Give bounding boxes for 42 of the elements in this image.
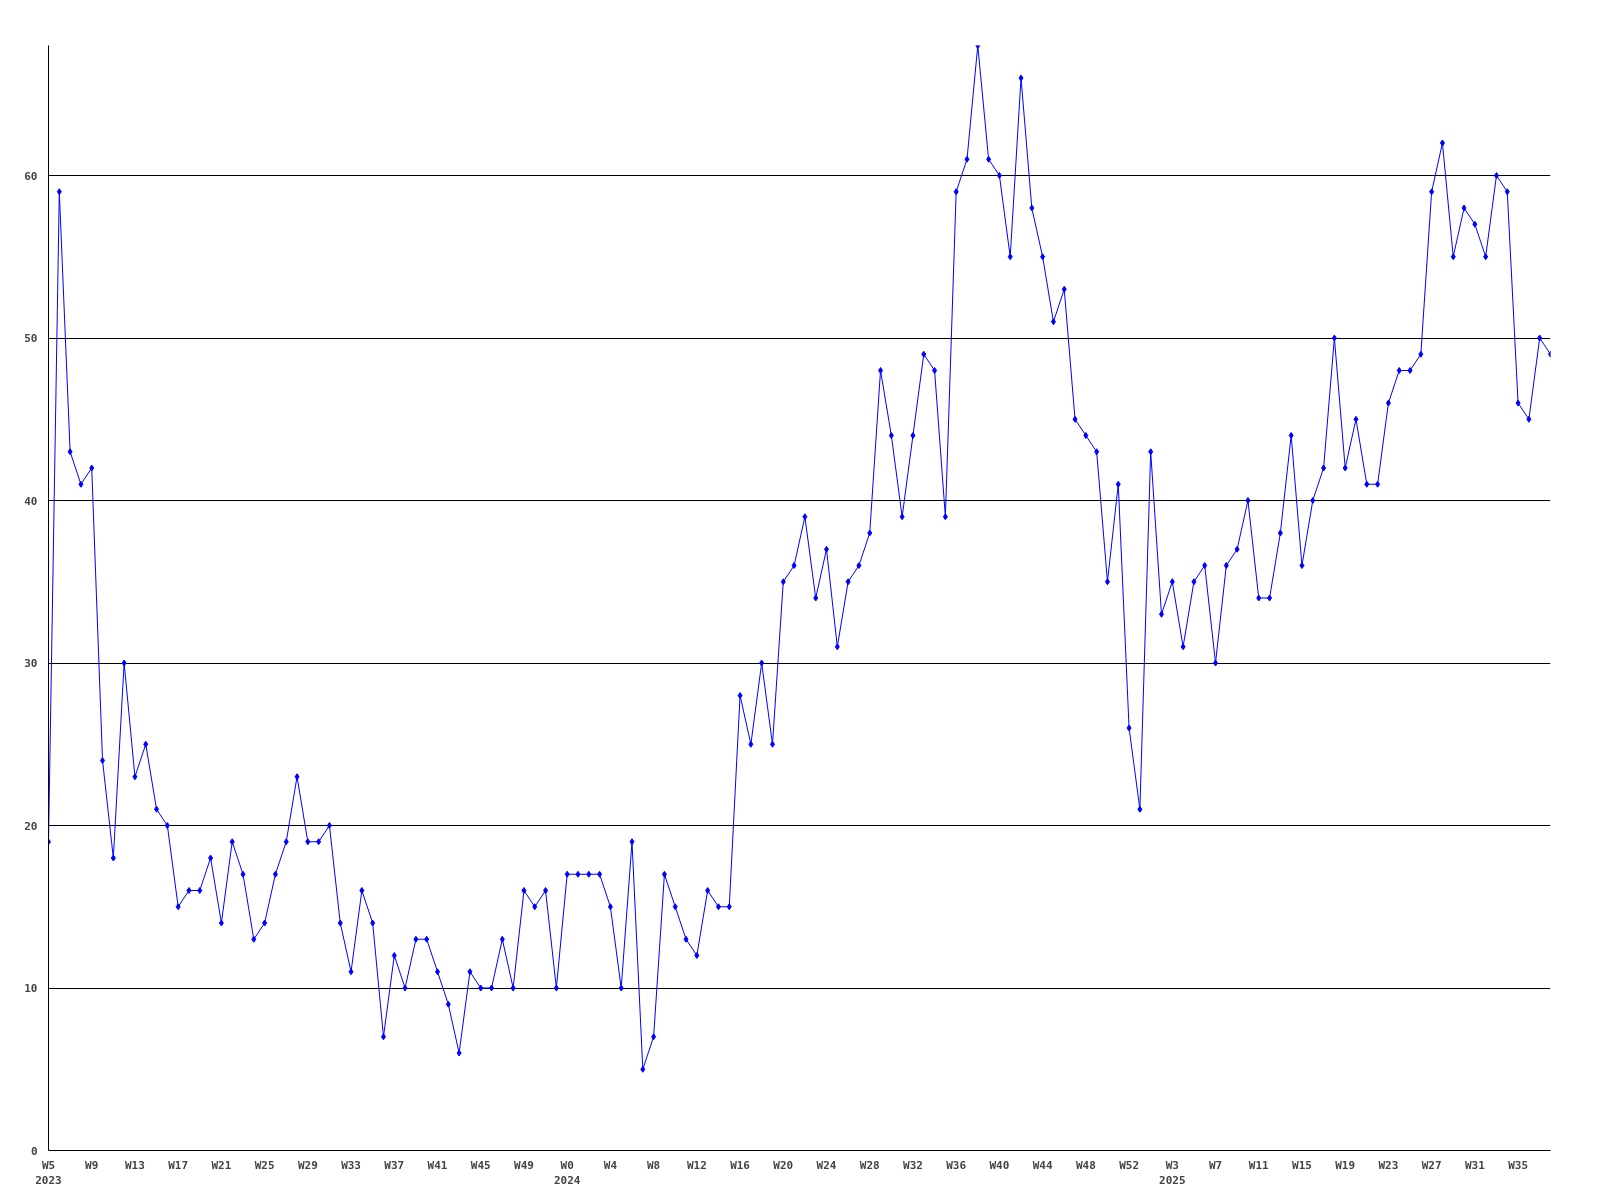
x-tick-label: W31: [1464, 1158, 1486, 1172]
x-tick-label: W12: [686, 1158, 707, 1172]
x-tick-label: W27: [1421, 1158, 1442, 1172]
x-tick-label: W25: [254, 1158, 275, 1172]
x-tick-label: W44: [1032, 1158, 1053, 1172]
x-tick-label: W23: [1378, 1158, 1399, 1172]
x-tick-label: W49: [514, 1158, 534, 1172]
x-tick-label: W5 2023: [35, 1158, 62, 1188]
x-tick-label: W21: [211, 1158, 232, 1172]
x-tick-label: W40: [989, 1158, 1010, 1172]
x-tick-label: W24: [816, 1158, 837, 1172]
x-tick-label: W15: [1292, 1158, 1312, 1172]
y-tick-label: 20: [24, 819, 38, 833]
x-tick-label: W33: [341, 1158, 361, 1172]
x-tick-label: W16: [730, 1158, 751, 1172]
y-tick-label: 60: [24, 169, 38, 183]
x-tick-label: W4: [603, 1158, 618, 1172]
x-tick-label: W17: [168, 1158, 189, 1172]
x-tick-label: W29: [297, 1158, 318, 1172]
x-tick-label: W35: [1508, 1158, 1529, 1172]
x-tick-label: W36: [946, 1158, 967, 1172]
x-tick-label: W7: [1208, 1158, 1223, 1172]
x-tick-label: W19: [1335, 1158, 1356, 1172]
x-tick-label: W32: [903, 1158, 923, 1172]
y-tick-label: 30: [24, 657, 38, 670]
x-tick-label: W37: [384, 1158, 405, 1172]
x-tick-label: W11: [1248, 1158, 1270, 1172]
x-tick-label: W28: [859, 1158, 880, 1172]
x-tick-label: W0 2024: [553, 1158, 581, 1188]
y-tick-label: 10: [24, 982, 38, 995]
x-tick-label: W9: [85, 1158, 99, 1172]
x-tick-label: W41: [427, 1158, 448, 1172]
x-tick-label: W45: [470, 1158, 491, 1172]
y-tick-label: 50: [24, 332, 38, 345]
x-tick-label: W8: [647, 1158, 661, 1172]
y-tick-label: 0: [30, 1144, 38, 1158]
x-tick-label: W52: [1119, 1158, 1140, 1172]
x-tick-label: W13: [125, 1158, 145, 1172]
y-tick-label: 40: [24, 494, 38, 508]
x-tick-label: W48: [1075, 1158, 1096, 1172]
x-tick-label: W20: [773, 1158, 794, 1172]
x-tick-label: W3 2025: [1159, 1158, 1186, 1188]
